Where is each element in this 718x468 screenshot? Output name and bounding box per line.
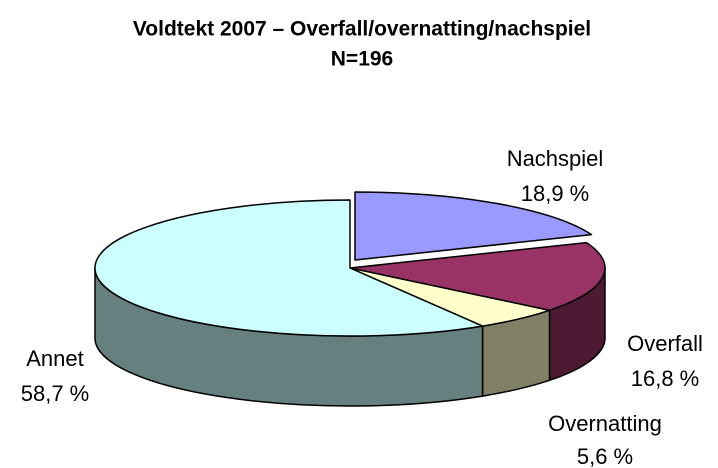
slice xyxy=(354,191,593,261)
chart-title: Voldtekt 2007 – Overfall/overnatting/nac… xyxy=(133,18,591,41)
value-label: 16,8 % xyxy=(631,366,700,391)
slice-label: Overnatting xyxy=(548,411,662,436)
value-label: 58,7 % xyxy=(21,381,90,406)
slice-label: Nachspiel xyxy=(507,146,604,171)
value-label: 18,9 % xyxy=(521,181,590,206)
slice-label: Annet xyxy=(26,346,84,371)
slice xyxy=(349,241,606,312)
slice xyxy=(94,199,484,337)
value-label: 5,6 % xyxy=(577,444,633,468)
chart-subtitle: N=196 xyxy=(331,48,393,71)
slice-label: Overfall xyxy=(627,331,703,356)
